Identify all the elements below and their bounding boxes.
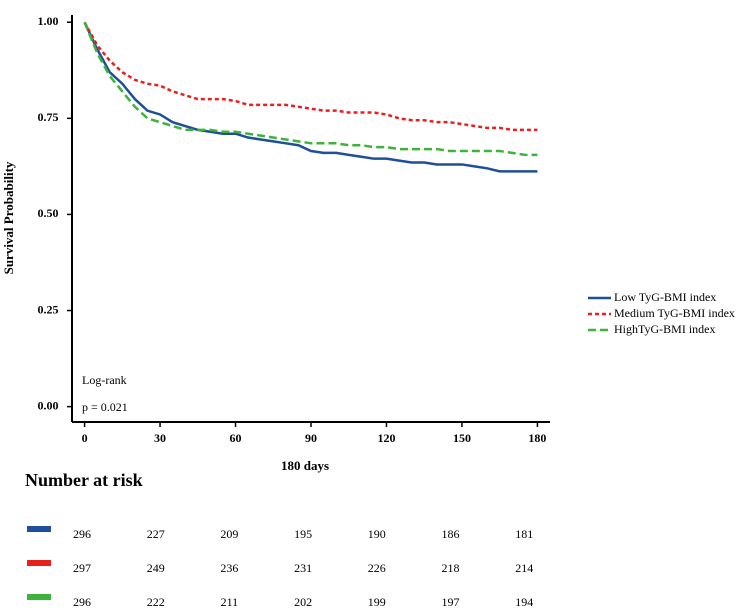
annotation: p = 0.021: [82, 400, 128, 414]
risk-count: 249: [147, 561, 165, 575]
risk-row-swatch: [27, 560, 51, 566]
x-tick-label: 180: [528, 431, 546, 445]
risk-count: 199: [368, 595, 386, 608]
y-tick-label: 1.00: [38, 14, 59, 28]
risk-count: 209: [220, 527, 238, 541]
x-tick-label: 150: [453, 431, 471, 445]
x-tick-label: 90: [305, 431, 317, 445]
risk-count: 197: [442, 595, 460, 608]
risk-count: 226: [368, 561, 386, 575]
risk-count: 296: [73, 527, 91, 541]
y-tick-label: 0.00: [38, 398, 59, 412]
risk-count: 214: [515, 561, 533, 575]
y-tick-label: 0.25: [38, 302, 59, 316]
risk-count: 227: [147, 527, 165, 541]
x-tick-label: 0: [82, 431, 88, 445]
risk-row-swatch: [27, 594, 51, 600]
x-tick-label: 30: [154, 431, 166, 445]
risk-count: 231: [294, 561, 312, 575]
legend-label: Low TyG-BMI index: [614, 290, 716, 304]
x-tick-label: 60: [230, 431, 242, 445]
risk-count: 195: [294, 527, 312, 541]
risk-count: 218: [442, 561, 460, 575]
survival-curve: [83, 21, 538, 132]
survival-curve: [83, 21, 538, 157]
risk-count: 194: [515, 595, 533, 608]
risk-count: 296: [73, 595, 91, 608]
y-axis-title: Survival Probability: [1, 161, 16, 274]
x-axis-title: 180 days: [281, 458, 329, 473]
risk-row-swatch: [27, 526, 51, 532]
risk-table-title: Number at risk: [25, 470, 143, 490]
annotation: Log-rank: [82, 373, 127, 387]
risk-count: 181: [515, 527, 533, 541]
y-tick-label: 0.50: [38, 206, 59, 220]
survival-curve: [83, 21, 538, 173]
risk-count: 202: [294, 595, 312, 608]
risk-count: 190: [368, 527, 386, 541]
risk-count: 211: [221, 595, 239, 608]
y-tick-label: 0.75: [38, 110, 59, 124]
legend-label: Medium TyG-BMI index: [614, 306, 735, 320]
x-tick-label: 120: [377, 431, 395, 445]
risk-count: 186: [442, 527, 460, 541]
risk-count: 297: [73, 561, 91, 575]
risk-count: 222: [147, 595, 165, 608]
risk-count: 236: [220, 561, 238, 575]
legend-label: HighTyG-BMI index: [614, 322, 715, 336]
